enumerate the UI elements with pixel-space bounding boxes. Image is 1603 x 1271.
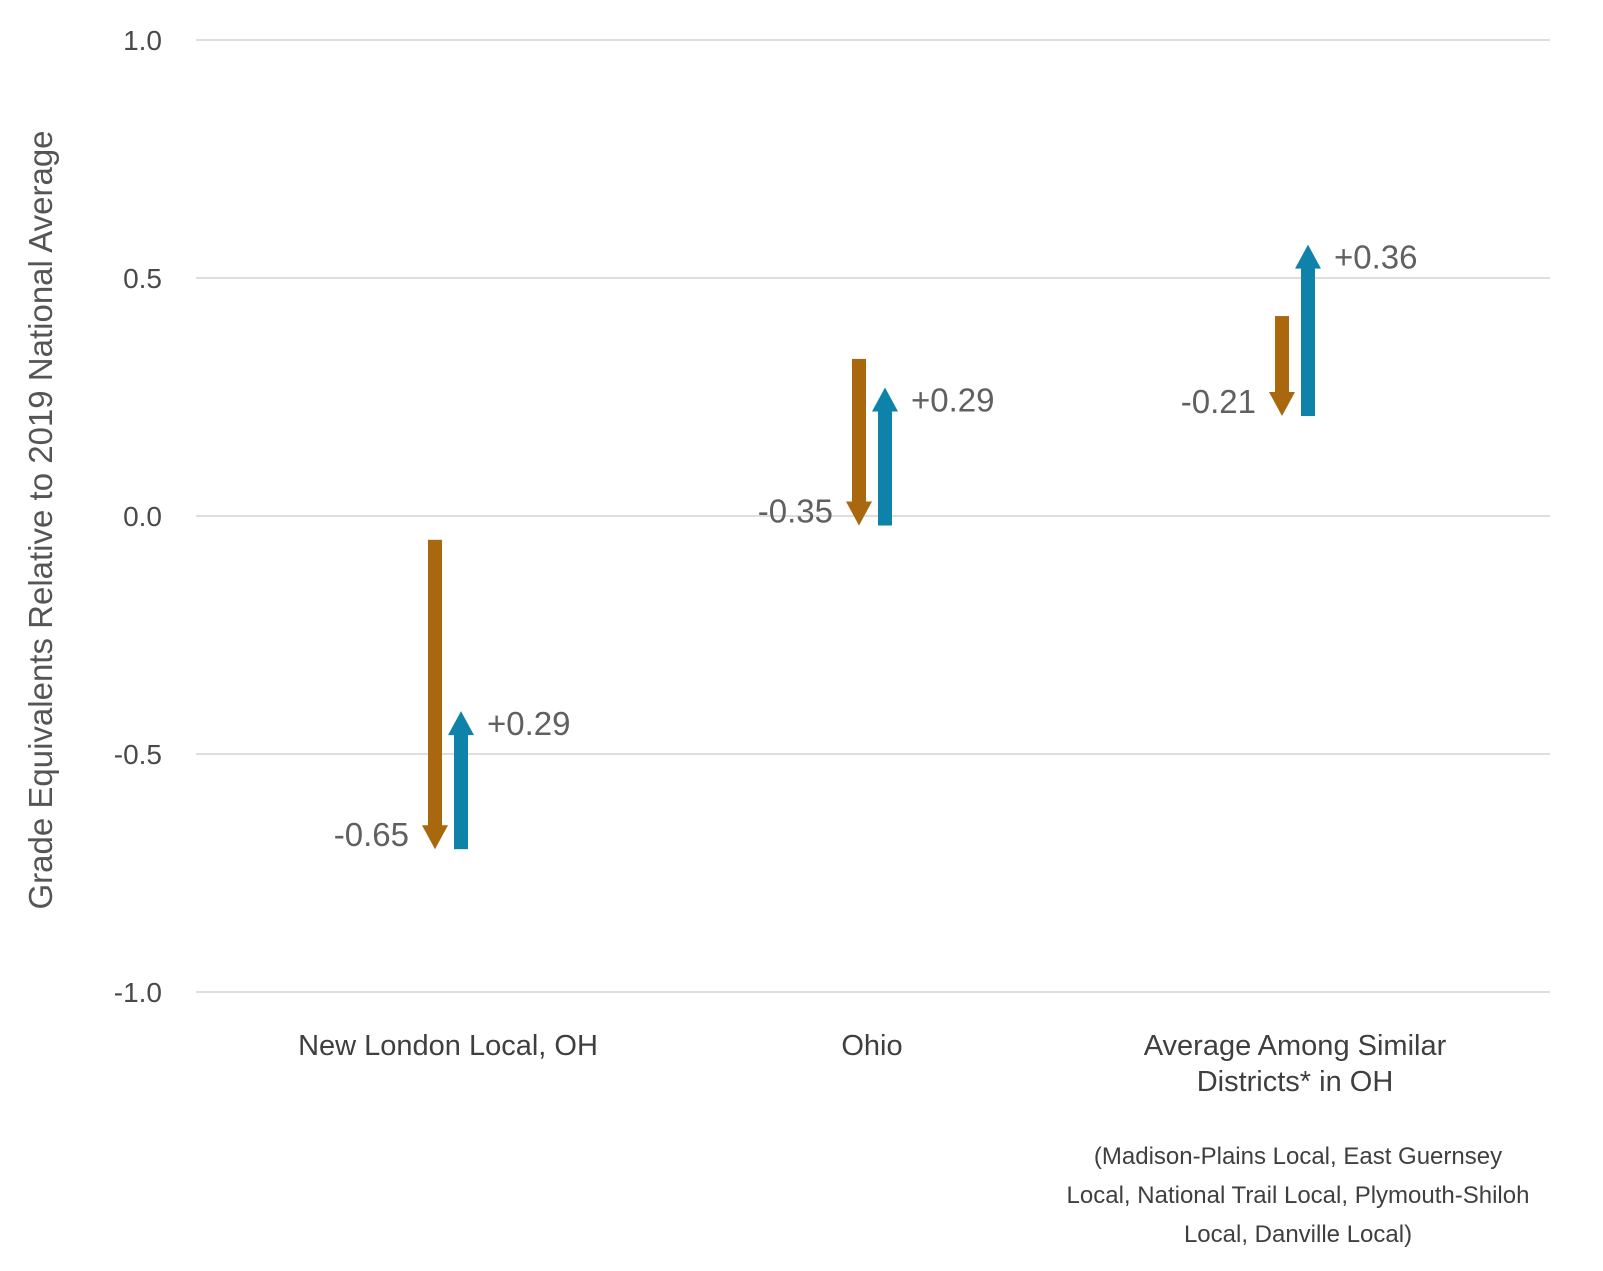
recovery-arrow-shaft — [454, 734, 468, 850]
recovery-arrow-head — [448, 711, 474, 736]
y-tick-label: -0.5 — [114, 739, 162, 770]
y-tick-label: 0.5 — [123, 263, 162, 294]
footnote: (Madison-Plains Local, East Guernsey Loca… — [1067, 1143, 1530, 1248]
recovery-arrow-head — [872, 387, 898, 412]
y-tick-label: 0.0 — [123, 501, 162, 532]
gridlines — [196, 39, 1550, 993]
x-axis-categories: New London Local, OH Ohio Average Among Si… — [298, 1030, 1447, 1098]
arrow-series: -0.65 +0.29 -0.35 +0.29 -0.21 +0.36 — [334, 239, 1418, 854]
y-axis-ticks: 1.0 0.5 0.0 -0.5 -1.0 — [114, 25, 162, 1008]
x-category-label: Average Among Similar — [1144, 1030, 1447, 1062]
decline-arrow-shaft — [852, 358, 866, 503]
recovery-arrow-shaft — [878, 410, 892, 526]
footnote-line: Local, National Trail Local, Plymouth-Sh… — [1067, 1182, 1530, 1209]
decline-value-label: -0.21 — [1181, 383, 1256, 420]
y-axis-title: Grade Equivalents Relative to 2019 Natio… — [22, 130, 59, 909]
footnote-line: Local, Danville Local) — [1184, 1221, 1412, 1248]
y-tick-label: 1.0 — [123, 25, 162, 56]
decline-arrow-shaft — [428, 539, 442, 827]
recovery-value-label: +0.29 — [487, 705, 571, 742]
x-category-label: Districts* in OH — [1197, 1066, 1394, 1098]
decline-value-label: -0.65 — [334, 816, 409, 853]
decline-arrow-head — [1269, 392, 1295, 417]
decline-arrow-head — [846, 501, 872, 526]
recovery-arrow-shaft — [1301, 267, 1315, 417]
decline-value-label: -0.35 — [758, 493, 833, 530]
recovery-value-label: +0.36 — [1334, 239, 1418, 276]
decline-arrow-shaft — [1275, 316, 1289, 394]
x-category-label: Ohio — [841, 1030, 902, 1062]
footnote-line: (Madison-Plains Local, East Guernsey — [1094, 1143, 1502, 1170]
recovery-arrow-head — [1295, 244, 1321, 269]
recovery-value-label: +0.29 — [911, 381, 995, 418]
y-tick-label: -1.0 — [114, 977, 162, 1008]
decline-arrow-head — [422, 825, 448, 850]
x-category-label: New London Local, OH — [298, 1030, 598, 1062]
